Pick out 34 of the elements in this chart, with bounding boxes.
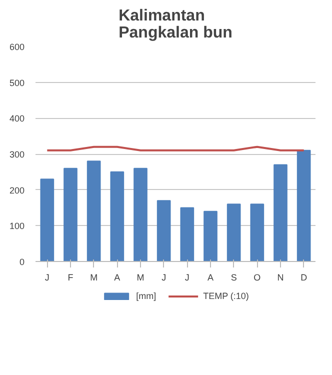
y-tick-label: 200 [9,185,25,196]
x-tick-label: F [68,272,74,282]
bar [226,204,241,262]
x-tick-label: M [90,272,98,282]
x-tick-label: S [230,272,237,282]
y-tick-label: 300 [9,150,25,160]
bar [156,200,171,262]
bar [296,150,311,262]
x-tick-label: N [277,272,284,282]
x-tick-label: A [114,272,120,282]
bar [204,210,218,262]
x-tick-label: J [44,272,50,282]
bar [134,168,148,262]
bar [40,178,54,262]
bar [274,164,288,262]
legend-label: [mm] [136,291,156,301]
bar [250,204,264,262]
chart-title: Kalimantan Pangkalan bun [118,8,232,42]
bar [64,168,78,262]
x-tick-label: D [300,272,308,282]
legend-label: TEMP (:10) [203,291,249,301]
y-tick-label: 600 [9,42,25,52]
x-tick-label: M [136,272,144,282]
bar [86,160,101,262]
bar [180,207,194,262]
x-tick-label: J [162,272,166,282]
x-tick-label: O [254,272,261,282]
x-tick-label: A [208,272,214,282]
bar [110,171,124,262]
y-tick-label: 500 [9,78,25,88]
y-tick-label: 0 [19,257,25,267]
y-tick-label: 400 [9,114,25,124]
y-tick-label: 100 [9,221,25,232]
x-tick-label: J [184,272,190,282]
